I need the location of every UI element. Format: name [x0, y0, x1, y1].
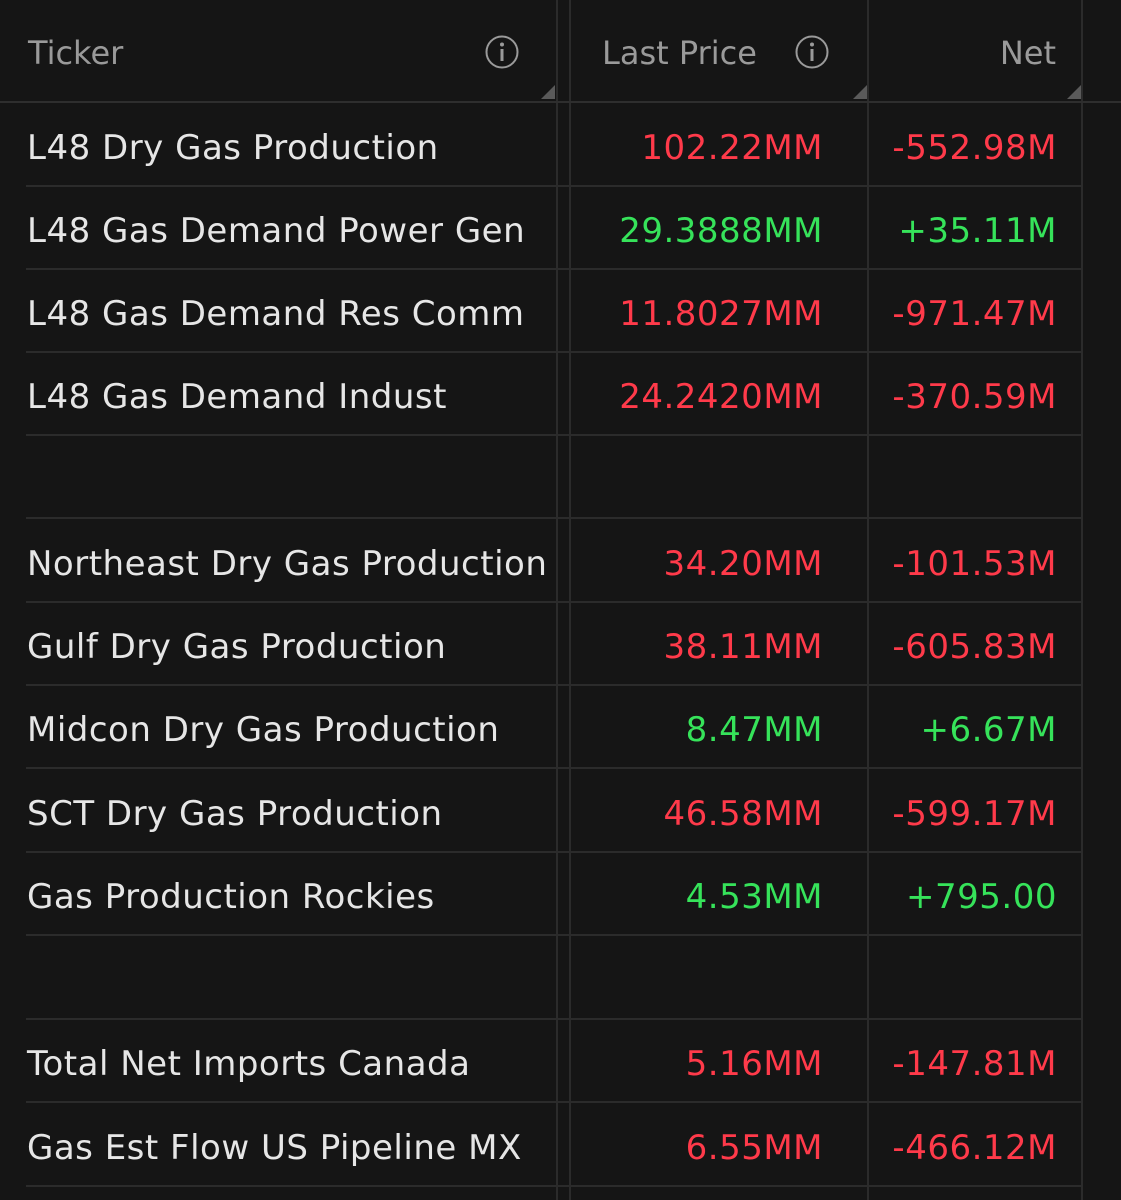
- table-row[interactable]: Gulf Dry Gas Production 38.11MM -605.83M: [0, 603, 1121, 686]
- last-price-cell: 5.16MM: [685, 1044, 823, 1084]
- resize-handle-icon[interactable]: [541, 85, 555, 99]
- last-price-cell: 102.22MM: [641, 128, 823, 168]
- empty-row[interactable]: [0, 436, 1121, 519]
- row-divider: [26, 684, 1083, 686]
- column-divider[interactable]: [867, 0, 869, 1200]
- ticker-cell: Total Net Imports Canada: [27, 1044, 471, 1084]
- row-divider: [26, 601, 1083, 603]
- header-last-price[interactable]: Last Price: [571, 0, 867, 101]
- ticker-cell: L48 Gas Demand Indust: [27, 377, 447, 417]
- ticker-cell: Gas Est Flow US Pipeline MX: [27, 1128, 522, 1168]
- table-row[interactable]: Total Net Imports Canada 5.16MM -147.81M: [0, 1020, 1121, 1103]
- resize-handle-icon[interactable]: [1067, 85, 1081, 99]
- net-change-cell: +6.67M: [920, 710, 1057, 750]
- info-icon[interactable]: [795, 35, 829, 69]
- last-price-cell: 4.53MM: [685, 877, 823, 917]
- row-divider: [26, 434, 1083, 436]
- header-ticker-label: Ticker: [28, 34, 124, 72]
- net-change-cell: -147.81M: [892, 1044, 1057, 1084]
- ticker-cell: SCT Dry Gas Production: [27, 794, 443, 834]
- table-row[interactable]: Gas Production Rockies 4.53MM +795.00: [0, 853, 1121, 936]
- table-header: Ticker Last Price Net: [0, 0, 1121, 103]
- net-change-cell: -370.59M: [892, 377, 1057, 417]
- header-net-label: Net: [999, 34, 1056, 72]
- header-net[interactable]: Net: [869, 0, 1081, 101]
- net-change-cell: -971.47M: [892, 294, 1057, 334]
- empty-row[interactable]: [0, 937, 1121, 1020]
- table-row[interactable]: Northeast Dry Gas Production 34.20MM -10…: [0, 520, 1121, 603]
- net-change-cell: -599.17M: [892, 794, 1057, 834]
- ticker-cell: Gulf Dry Gas Production: [27, 627, 447, 667]
- net-change-cell: -101.53M: [892, 544, 1057, 584]
- column-divider[interactable]: [569, 0, 571, 1200]
- table-row[interactable]: L48 Gas Demand Indust 24.2420MM -370.59M: [0, 353, 1121, 436]
- resize-handle-icon[interactable]: [853, 85, 867, 99]
- row-divider: [26, 1185, 1083, 1187]
- table-row[interactable]: L48 Gas Demand Res Comm 11.8027MM -971.4…: [0, 270, 1121, 353]
- table-row[interactable]: SCT Dry Gas Production 46.58MM -599.17M: [0, 770, 1121, 853]
- net-change-cell: -552.98M: [892, 128, 1057, 168]
- net-change-cell: -605.83M: [892, 627, 1057, 667]
- last-price-cell: 24.2420MM: [619, 377, 823, 417]
- table-row[interactable]: Midcon Dry Gas Production 8.47MM +6.67M: [0, 686, 1121, 769]
- header-ticker[interactable]: Ticker: [0, 0, 556, 101]
- ticker-cell: L48 Gas Demand Power Gen: [27, 211, 526, 251]
- header-last-price-label: Last Price: [602, 34, 757, 72]
- row-divider: [26, 1101, 1083, 1103]
- row-divider: [26, 351, 1083, 353]
- last-price-cell: 38.11MM: [663, 627, 823, 667]
- last-price-cell: 46.58MM: [663, 794, 823, 834]
- ticker-cell: Midcon Dry Gas Production: [27, 710, 500, 750]
- ticker-cell: L48 Dry Gas Production: [27, 128, 439, 168]
- last-price-cell: 29.3888MM: [619, 211, 823, 251]
- net-change-cell: -466.12M: [892, 1128, 1057, 1168]
- row-divider: [26, 517, 1083, 519]
- last-price-cell: 11.8027MM: [619, 294, 823, 334]
- table-row[interactable]: L48 Gas Demand Power Gen 29.3888MM +35.1…: [0, 187, 1121, 270]
- row-divider: [26, 1018, 1083, 1020]
- last-price-cell: 34.20MM: [663, 544, 823, 584]
- ticker-cell: L48 Gas Demand Res Comm: [27, 294, 525, 334]
- last-price-cell: 6.55MM: [685, 1128, 823, 1168]
- column-divider[interactable]: [1081, 0, 1083, 1200]
- row-divider: [26, 185, 1083, 187]
- ticker-cell: Northeast Dry Gas Production: [27, 544, 548, 584]
- net-change-cell: +795.00: [906, 877, 1057, 917]
- row-divider: [26, 268, 1083, 270]
- row-divider: [26, 934, 1083, 936]
- row-divider: [26, 767, 1083, 769]
- table-row[interactable]: Gas Est Flow US Pipeline MX 6.55MM -466.…: [0, 1104, 1121, 1187]
- net-change-cell: +35.11M: [898, 211, 1057, 251]
- last-price-cell: 8.47MM: [685, 710, 823, 750]
- column-divider[interactable]: [556, 0, 558, 1200]
- info-icon[interactable]: [485, 35, 519, 69]
- ticker-cell: Gas Production Rockies: [27, 877, 435, 917]
- table-row[interactable]: L48 Dry Gas Production 102.22MM -552.98M: [0, 104, 1121, 187]
- row-divider: [26, 851, 1083, 853]
